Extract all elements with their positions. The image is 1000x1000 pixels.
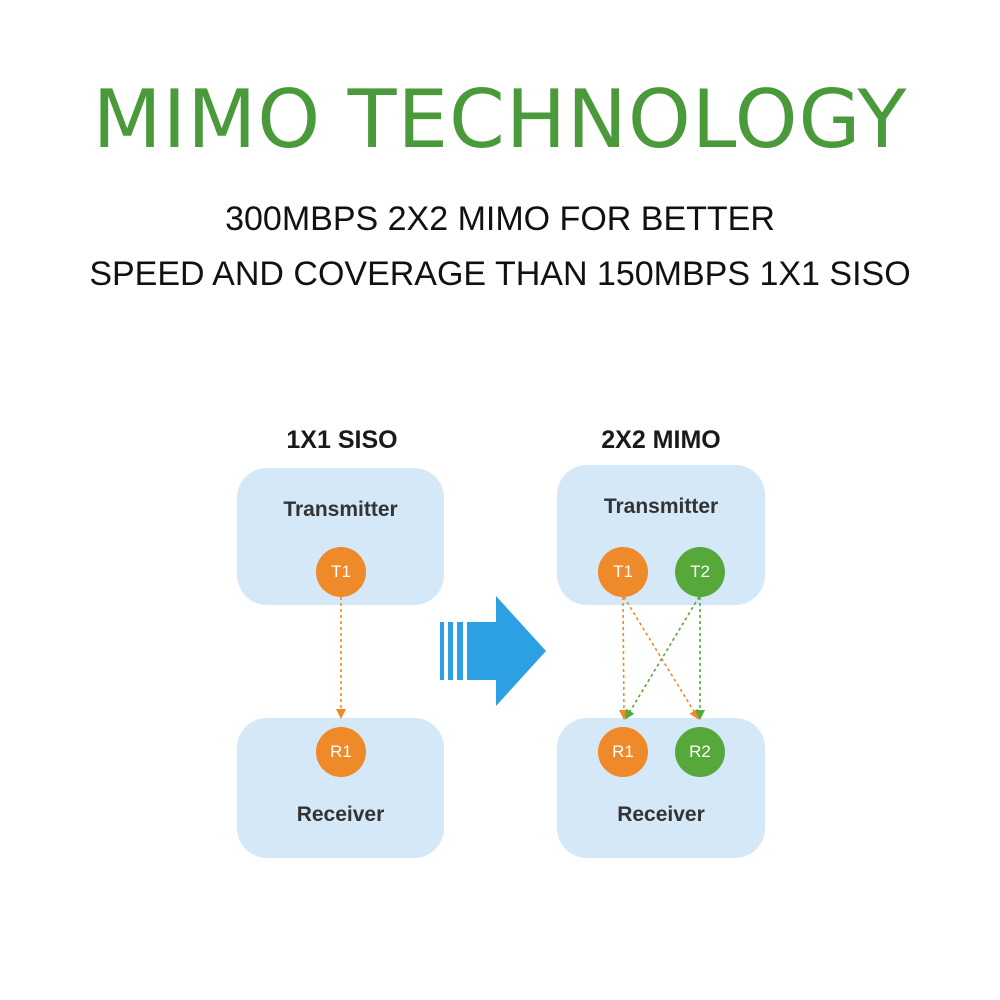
mimo-node-t2: T2 (675, 547, 725, 597)
siso-node-r1: R1 (316, 727, 366, 777)
mimo-receiver-box (557, 718, 765, 858)
mimo-link-t1-r2 (623, 596, 700, 720)
mimo-transmitter-label: Transmitter (603, 495, 719, 518)
mimo-receiver-label: Receiver (617, 803, 705, 826)
mimo-node-t1: T1 (598, 547, 648, 597)
mimo-heading: 2X2 MIMO (601, 426, 721, 454)
siso-receiver-label: Receiver (296, 803, 385, 826)
siso-node-t1: T1 (316, 547, 366, 597)
subtitle-line-2: SPEED AND COVERAGE THAN 150MBPS 1X1 SISO (89, 255, 911, 293)
mimo-transmitter-box (557, 465, 765, 605)
mimo-node-r1: R1 (598, 727, 648, 777)
right-arrow-icon (440, 596, 546, 706)
siso-heading: 1X1 SISO (286, 426, 398, 454)
subtitle-line-1: 300MBPS 2X2 MIMO FOR BETTER (225, 200, 775, 238)
page-title: MIMO TECHNOLOGY (92, 73, 908, 166)
mimo-link-t1-r1 (618, 596, 629, 720)
mimo-link-t2-r1 (624, 596, 700, 720)
siso-transmitter-label: Transmitter (283, 498, 398, 521)
mimo-node-r2: R2 (675, 727, 725, 777)
